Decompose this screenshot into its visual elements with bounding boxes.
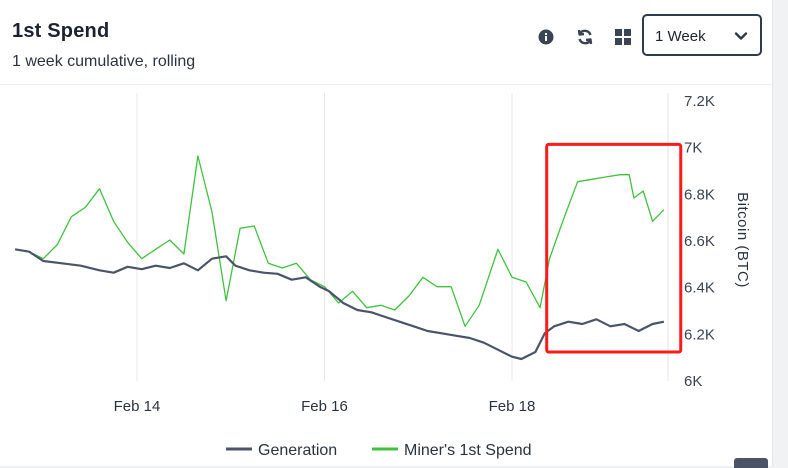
y-tick-label: 6.6K	[684, 233, 715, 250]
legend-item-first-spend[interactable]: Miner's 1st Spend	[372, 442, 532, 459]
legend: Generation Miner's 1st Spend	[226, 442, 532, 459]
x-tick-label: Feb 18	[489, 398, 536, 415]
range-select[interactable]: 1 Week	[642, 14, 762, 56]
highlight-box	[545, 142, 683, 354]
x-tick-label: Feb 16	[301, 398, 348, 415]
chart-subtitle: 1 week cumulative, rolling	[12, 53, 196, 70]
info-icon[interactable]	[535, 26, 557, 48]
header-divider	[0, 84, 772, 85]
legend-label-first-spend: Miner's 1st Spend	[404, 442, 532, 459]
y-axis-title: Bitcoin (BTC)	[734, 192, 751, 288]
legend-item-generation[interactable]: Generation	[226, 442, 337, 459]
highlight-layer	[545, 142, 683, 354]
y-tick-label: 6.4K	[684, 280, 715, 297]
line-chart: 7.2K 7K 6.8K 6.6K 6.4K 6.2K 6K Feb 14 Fe…	[14, 93, 751, 459]
range-select-value: 1 Week	[655, 28, 706, 45]
legend-label-generation: Generation	[258, 442, 337, 459]
corner-button[interactable]	[734, 458, 768, 468]
grid-icon[interactable]	[612, 26, 634, 48]
x-tick-labels: Feb 14 Feb 16 Feb 18	[114, 398, 536, 415]
chart-title: 1st Spend	[12, 20, 110, 42]
refresh-icon[interactable]	[574, 26, 596, 48]
series-layer	[14, 155, 665, 361]
y-tick-label: 6K	[684, 373, 702, 390]
y-tick-label: 7K	[684, 140, 702, 157]
gridlines	[136, 93, 513, 381]
y-tick-label: 7.2K	[684, 93, 715, 110]
series-line-first-spend	[14, 155, 665, 327]
y-tick-label: 6.8K	[684, 186, 715, 203]
chart-header: 1st Spend 1 week cumulative, rolling	[0, 0, 772, 84]
series-line-generation	[14, 248, 665, 361]
y-tick-labels: 7.2K 7K 6.8K 6.6K 6.4K 6.2K 6K	[684, 93, 715, 390]
y-tick-label: 6.2K	[684, 326, 715, 343]
x-tick-label: Feb 14	[114, 398, 161, 415]
chevron-down-icon	[734, 29, 748, 48]
